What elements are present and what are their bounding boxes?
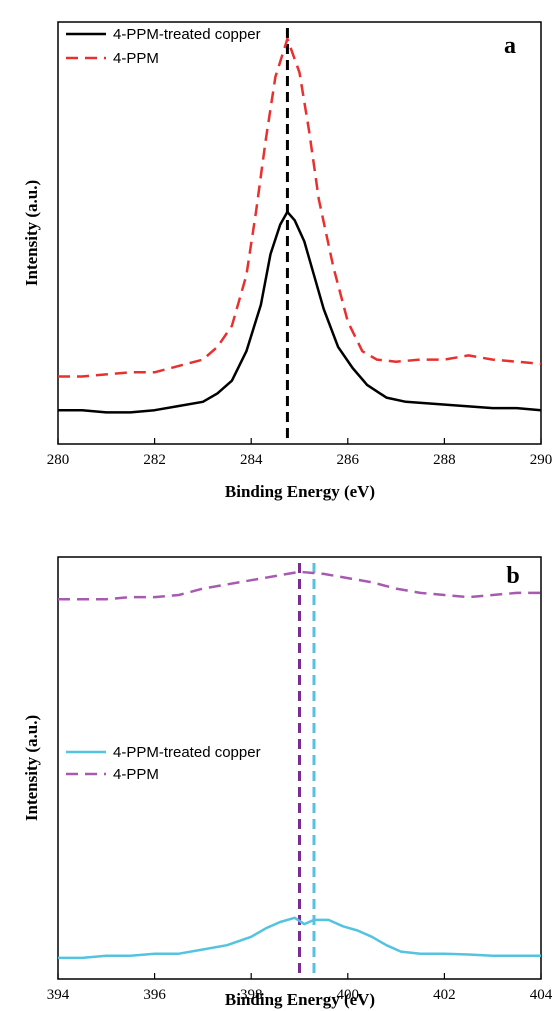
- panel-letter: b: [506, 563, 519, 589]
- panel-a: 280 282 284 286 288 290 a Binding Energy (eV)…: [22, 21, 553, 501]
- legend: 4-PPM-treated copper 4-PPM: [66, 26, 261, 67]
- panel-b: 394 396 398 400 402 404 b Binding Energy (eV)…: [22, 556, 553, 1009]
- legend: 4-PPM-treated copper 4-PPM: [66, 744, 261, 783]
- legend-label-series-1: 4-PPM: [113, 766, 159, 783]
- x-tick-label-5: 290: [530, 452, 553, 468]
- legend-label-series-0: 4-PPM-treated copper: [113, 744, 261, 761]
- plot-frame: [57, 556, 542, 980]
- series-line-0: [58, 210, 542, 414]
- legend-label-series-0: 4-PPM-treated copper: [113, 26, 261, 43]
- x-axis-title: Binding Energy (eV): [225, 482, 375, 501]
- series-line-1: [58, 570, 541, 601]
- y-axis-title: Intensity (a.u.): [22, 715, 41, 821]
- x-tick-label-3: 400: [337, 987, 360, 1003]
- series-line-0: [58, 916, 541, 960]
- x-axis-title: Binding Energy (eV): [225, 990, 375, 1009]
- x-tick-label-5: 404: [530, 987, 553, 1003]
- plot-frame: [57, 21, 542, 445]
- x-tick-label-2: 398: [240, 987, 263, 1003]
- x-tick-label-3: 286: [337, 452, 360, 468]
- x-tick-label-1: 282: [143, 452, 166, 468]
- x-tick-label-2: 284: [240, 452, 263, 468]
- x-tick-label-4: 288: [433, 452, 456, 468]
- x-tick-label-4: 402: [433, 987, 456, 1003]
- x-tick-label-0: 394: [47, 987, 70, 1003]
- y-axis-title: Intensity (a.u.): [22, 180, 41, 286]
- x-tick-label-1: 396: [143, 987, 166, 1003]
- x-tick-label-0: 280: [47, 452, 70, 468]
- series-line-1: [58, 37, 542, 378]
- legend-label-series-1: 4-PPM: [113, 50, 159, 67]
- panel-letter: a: [504, 33, 516, 59]
